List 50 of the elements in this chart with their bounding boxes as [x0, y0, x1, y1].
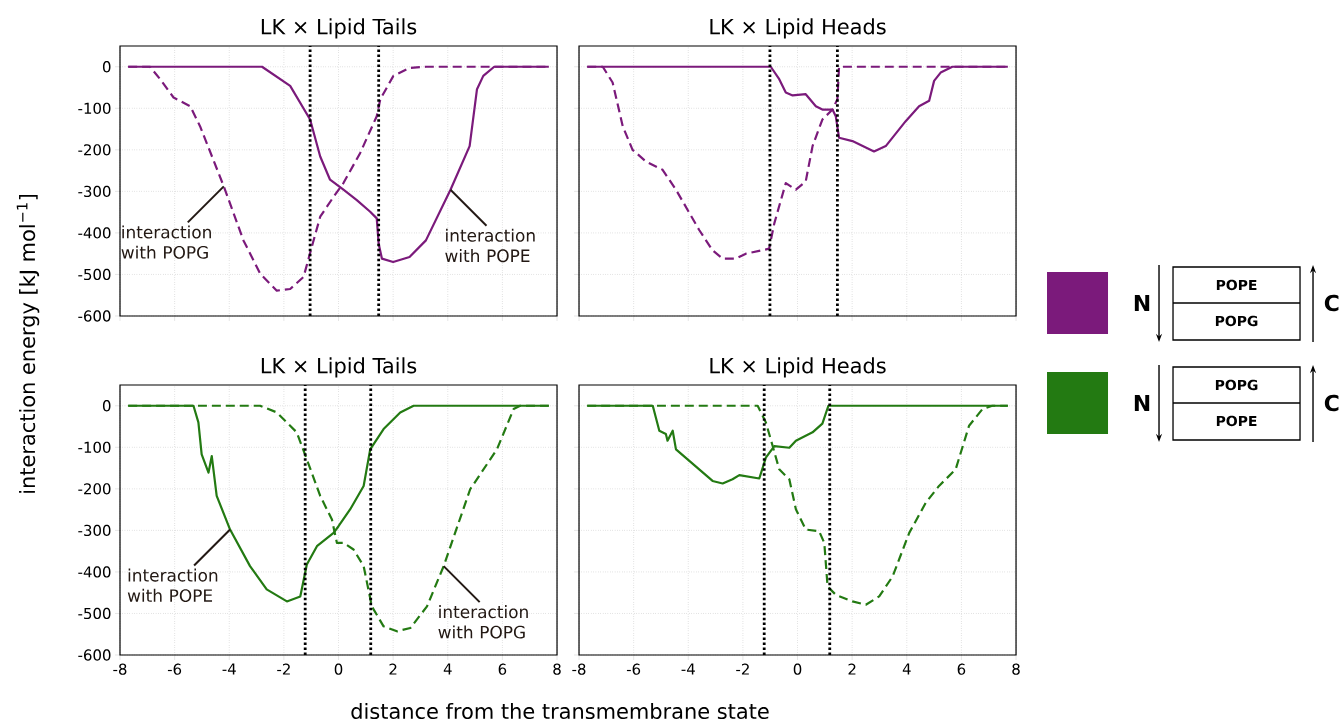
text: N: [1134, 395, 1150, 411]
chart-title: LK × Lipid Heads: [710, 18, 886, 39]
chart-title: LK × Lipid Tails: [261, 18, 417, 39]
x-tick-label: 2: [389, 663, 397, 675]
y-tick-label: 0: [102, 61, 111, 73]
y-tick-label: -400: [78, 227, 111, 239]
y-tick-label: -600: [78, 649, 111, 661]
x-tick-label: 2: [848, 663, 856, 675]
y-tick-label: -200: [78, 483, 111, 495]
x-tick-label: -2: [736, 663, 749, 675]
x-tick-label: -2: [277, 663, 290, 675]
x-tick-label: -8: [113, 663, 127, 675]
x-tick-label: 0: [334, 663, 343, 675]
x-tick-label: -4: [222, 663, 236, 675]
y-tick-label: -400: [78, 566, 111, 578]
x-tick-label: 6: [498, 663, 507, 675]
x-tick-label: 4: [443, 663, 452, 675]
y-tick-label: -500: [78, 268, 111, 281]
text: POPG: [1215, 379, 1258, 391]
y-axis-title: interaction energy [kJ mol$^{−1}$]: [16, 194, 40, 493]
y-tick-label: -200: [78, 144, 111, 156]
y-tick-label: -300: [78, 524, 111, 537]
text: POPE: [1216, 279, 1257, 291]
annotation: interaction with POPG: [121, 225, 211, 259]
annotation: interaction with POPE: [127, 568, 218, 602]
x-axis-title: distance from the transmembrane state: [351, 702, 769, 720]
annotation: interaction with POPG: [438, 605, 528, 639]
x-tick-label: 4: [902, 663, 911, 675]
text: N: [1134, 295, 1150, 311]
y-tick-label: 0: [102, 400, 111, 412]
text: POPG: [1215, 315, 1258, 327]
x-tick-label: 8: [1012, 663, 1020, 675]
x-tick-label: 8: [553, 663, 561, 675]
text: C: [1324, 394, 1339, 412]
text: POPE: [1216, 415, 1257, 427]
x-tick-label: -8: [572, 663, 586, 675]
annotation: interaction with POPE: [445, 228, 535, 263]
x-tick-label: -6: [626, 663, 641, 675]
y-tick-label: -300: [78, 185, 111, 198]
x-tick-label: 0: [793, 663, 802, 675]
y-tick-label: -100: [78, 441, 111, 453]
x-tick-label: -6: [167, 663, 182, 675]
y-tick-label: -500: [78, 607, 111, 620]
chart-title: LK × Lipid Tails: [261, 357, 417, 378]
text: C: [1324, 294, 1339, 312]
x-tick-label: -4: [681, 663, 695, 675]
y-tick-label: -100: [78, 102, 111, 114]
x-tick-label: 6: [957, 663, 966, 675]
chart-title: LK × Lipid Heads: [710, 357, 886, 378]
y-tick-label: -600: [78, 310, 111, 322]
